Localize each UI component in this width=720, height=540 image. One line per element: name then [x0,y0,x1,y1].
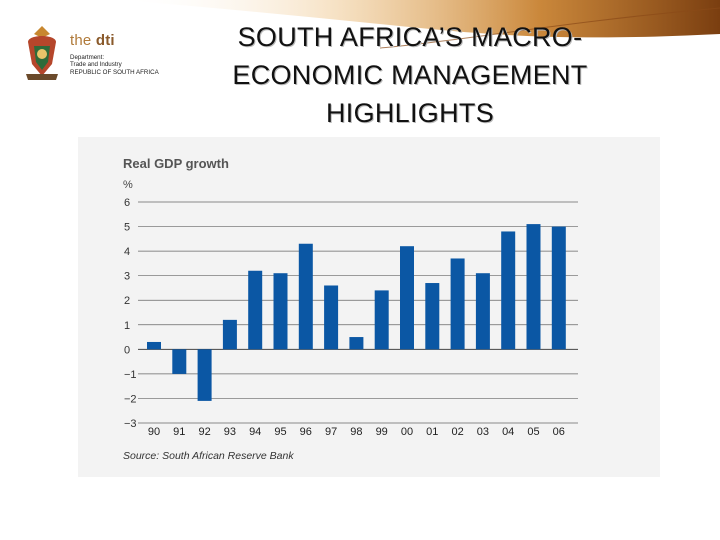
gdp-chart-panel: Real GDP growth % 6 5 4 3 2 1 0 −1 −2 −3 90 91 92 93… [78,137,660,477]
x-tick-label: 02 [451,426,463,438]
x-tick-label: 06 [553,426,565,438]
bar-98 [349,337,364,350]
y-tick-label: 6 [124,197,130,209]
y-tick-label: −2 [124,393,137,405]
logo-department-text: Department: Trade and Industry REPUBLIC … [70,54,159,76]
bar-02 [450,258,465,350]
bar-90 [147,341,161,350]
chart-source: Source: South African Reserve Bank [123,450,294,462]
title-line-3: HIGHLIGHTS [325,98,495,128]
logo-brand: the dti [70,32,115,49]
bar-94 [248,270,263,350]
bar-93 [222,319,237,350]
page-title: SOUTH AFRICA’S MACRO- ECONOMIC MANAGEMEN… [190,18,630,132]
x-tick-label: 99 [376,426,388,438]
bar-01 [425,283,440,350]
bar-06 [551,226,566,350]
logo-line-2: Trade and Industry [70,61,122,69]
bar-00 [400,246,414,350]
y-tick-label: 2 [124,295,130,307]
y-tick-label: −1 [124,369,137,381]
x-tick-label: 98 [350,426,362,438]
bar-96 [298,243,313,350]
x-tick-label: 92 [198,426,210,438]
logo-brand-dti: dti [95,32,115,49]
y-tick-label: 3 [124,271,130,283]
logo-line-3: REPUBLIC OF SOUTH AFRICA [70,68,159,76]
x-tick-label: 96 [300,426,312,438]
y-tick-label: 5 [124,222,130,234]
bar-03 [475,273,490,350]
x-tick-label: 95 [274,426,286,438]
x-tick-label: 03 [477,426,489,438]
x-tick-label: 97 [325,426,337,438]
x-tick-label: 91 [173,426,185,438]
dti-logo: the dti Department: Trade and Industry R… [22,24,172,86]
x-tick-label: 05 [527,426,539,438]
title-line-1: SOUTH AFRICA’S MACRO- [237,22,583,52]
y-tick-label: 1 [124,320,130,332]
bar-05 [526,224,541,350]
bar-91 [172,349,187,374]
bar-04 [501,231,516,350]
coat-of-arms-icon [26,26,58,80]
y-tick-label: 4 [124,246,130,258]
bar-95 [273,273,288,350]
y-tick-label: 0 [124,344,130,356]
chart-title: Real GDP growth [123,156,229,171]
gdp-bar-chart: Real GDP growth % 6 5 4 3 2 1 0 −1 −2 −3 90 91 92 93… [123,156,578,462]
x-tick-label: 90 [148,426,160,438]
logo-line-1: Department: [70,54,105,61]
x-tick-label: 01 [426,426,438,438]
bar-99 [374,290,389,350]
logo-brand-the: the [70,32,92,49]
title-line-2: ECONOMIC MANAGEMENT [232,60,588,90]
y-axis-unit: % [123,179,133,191]
x-tick-label: 94 [249,426,261,438]
bar-92 [197,349,212,401]
y-tick-label: −3 [124,418,137,430]
header-swoosh [120,0,720,49]
x-tick-label: 00 [401,426,413,438]
x-tick-label: 93 [224,426,236,438]
bar-97 [324,285,339,350]
x-tick-label: 04 [502,426,514,438]
